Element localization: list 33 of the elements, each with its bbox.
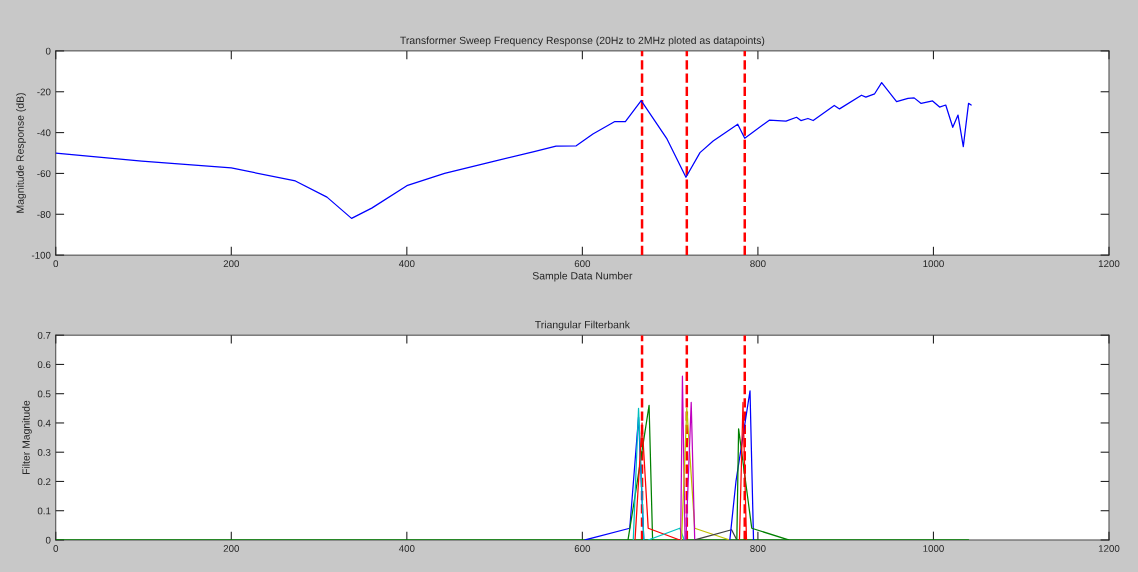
chart-title: Triangular Filterbank — [535, 320, 630, 331]
x-tick-label: 200 — [223, 545, 240, 552]
y-tick-label: 0.2 — [37, 478, 51, 486]
x-tick-label: 1000 — [923, 545, 944, 552]
y-tick-label: 0.5 — [37, 390, 51, 398]
y-tick-label: -20 — [37, 88, 51, 96]
x-tick-label: 800 — [750, 545, 766, 552]
y-tick-label: 0.6 — [37, 361, 51, 369]
x-tick-label: 1200 — [1098, 545, 1120, 552]
x-tick-label: 1000 — [923, 260, 944, 268]
x-tick-label: 200 — [223, 260, 240, 268]
y-tick-label: 0 — [45, 536, 51, 544]
x-tick-label: 800 — [750, 260, 766, 268]
y-tick-label: -40 — [37, 129, 51, 137]
y-tick-label: 0.3 — [37, 448, 51, 456]
y-tick-label: -100 — [31, 251, 51, 259]
x-tick-label: 0 — [53, 545, 59, 552]
x-tick-label: 400 — [398, 260, 415, 268]
y-tick-label: 0.4 — [37, 419, 51, 427]
x-tick-label: 1200 — [1098, 260, 1120, 268]
y-tick-label: 0 — [45, 47, 51, 55]
x-tick-label: 600 — [574, 545, 591, 552]
x-tick-label: 400 — [398, 545, 415, 552]
x-axis-title: Sample Data Number — [532, 271, 633, 282]
chart-title: Transformer Sweep Frequency Response (20Hz to 2MHz ploted as datapoints) — [400, 36, 765, 47]
y-tick-label: 0.1 — [37, 507, 51, 515]
y-tick-label: 0.7 — [37, 331, 51, 339]
y-tick-label: -60 — [37, 170, 51, 178]
y-axis-title: Filter Magnitude — [22, 400, 32, 475]
x-tick-label: 600 — [574, 260, 591, 268]
y-axis-title: Magnitude Response (dB) — [16, 93, 26, 213]
x-tick-label: 0 — [53, 260, 59, 268]
y-tick-label: -80 — [37, 211, 51, 218]
